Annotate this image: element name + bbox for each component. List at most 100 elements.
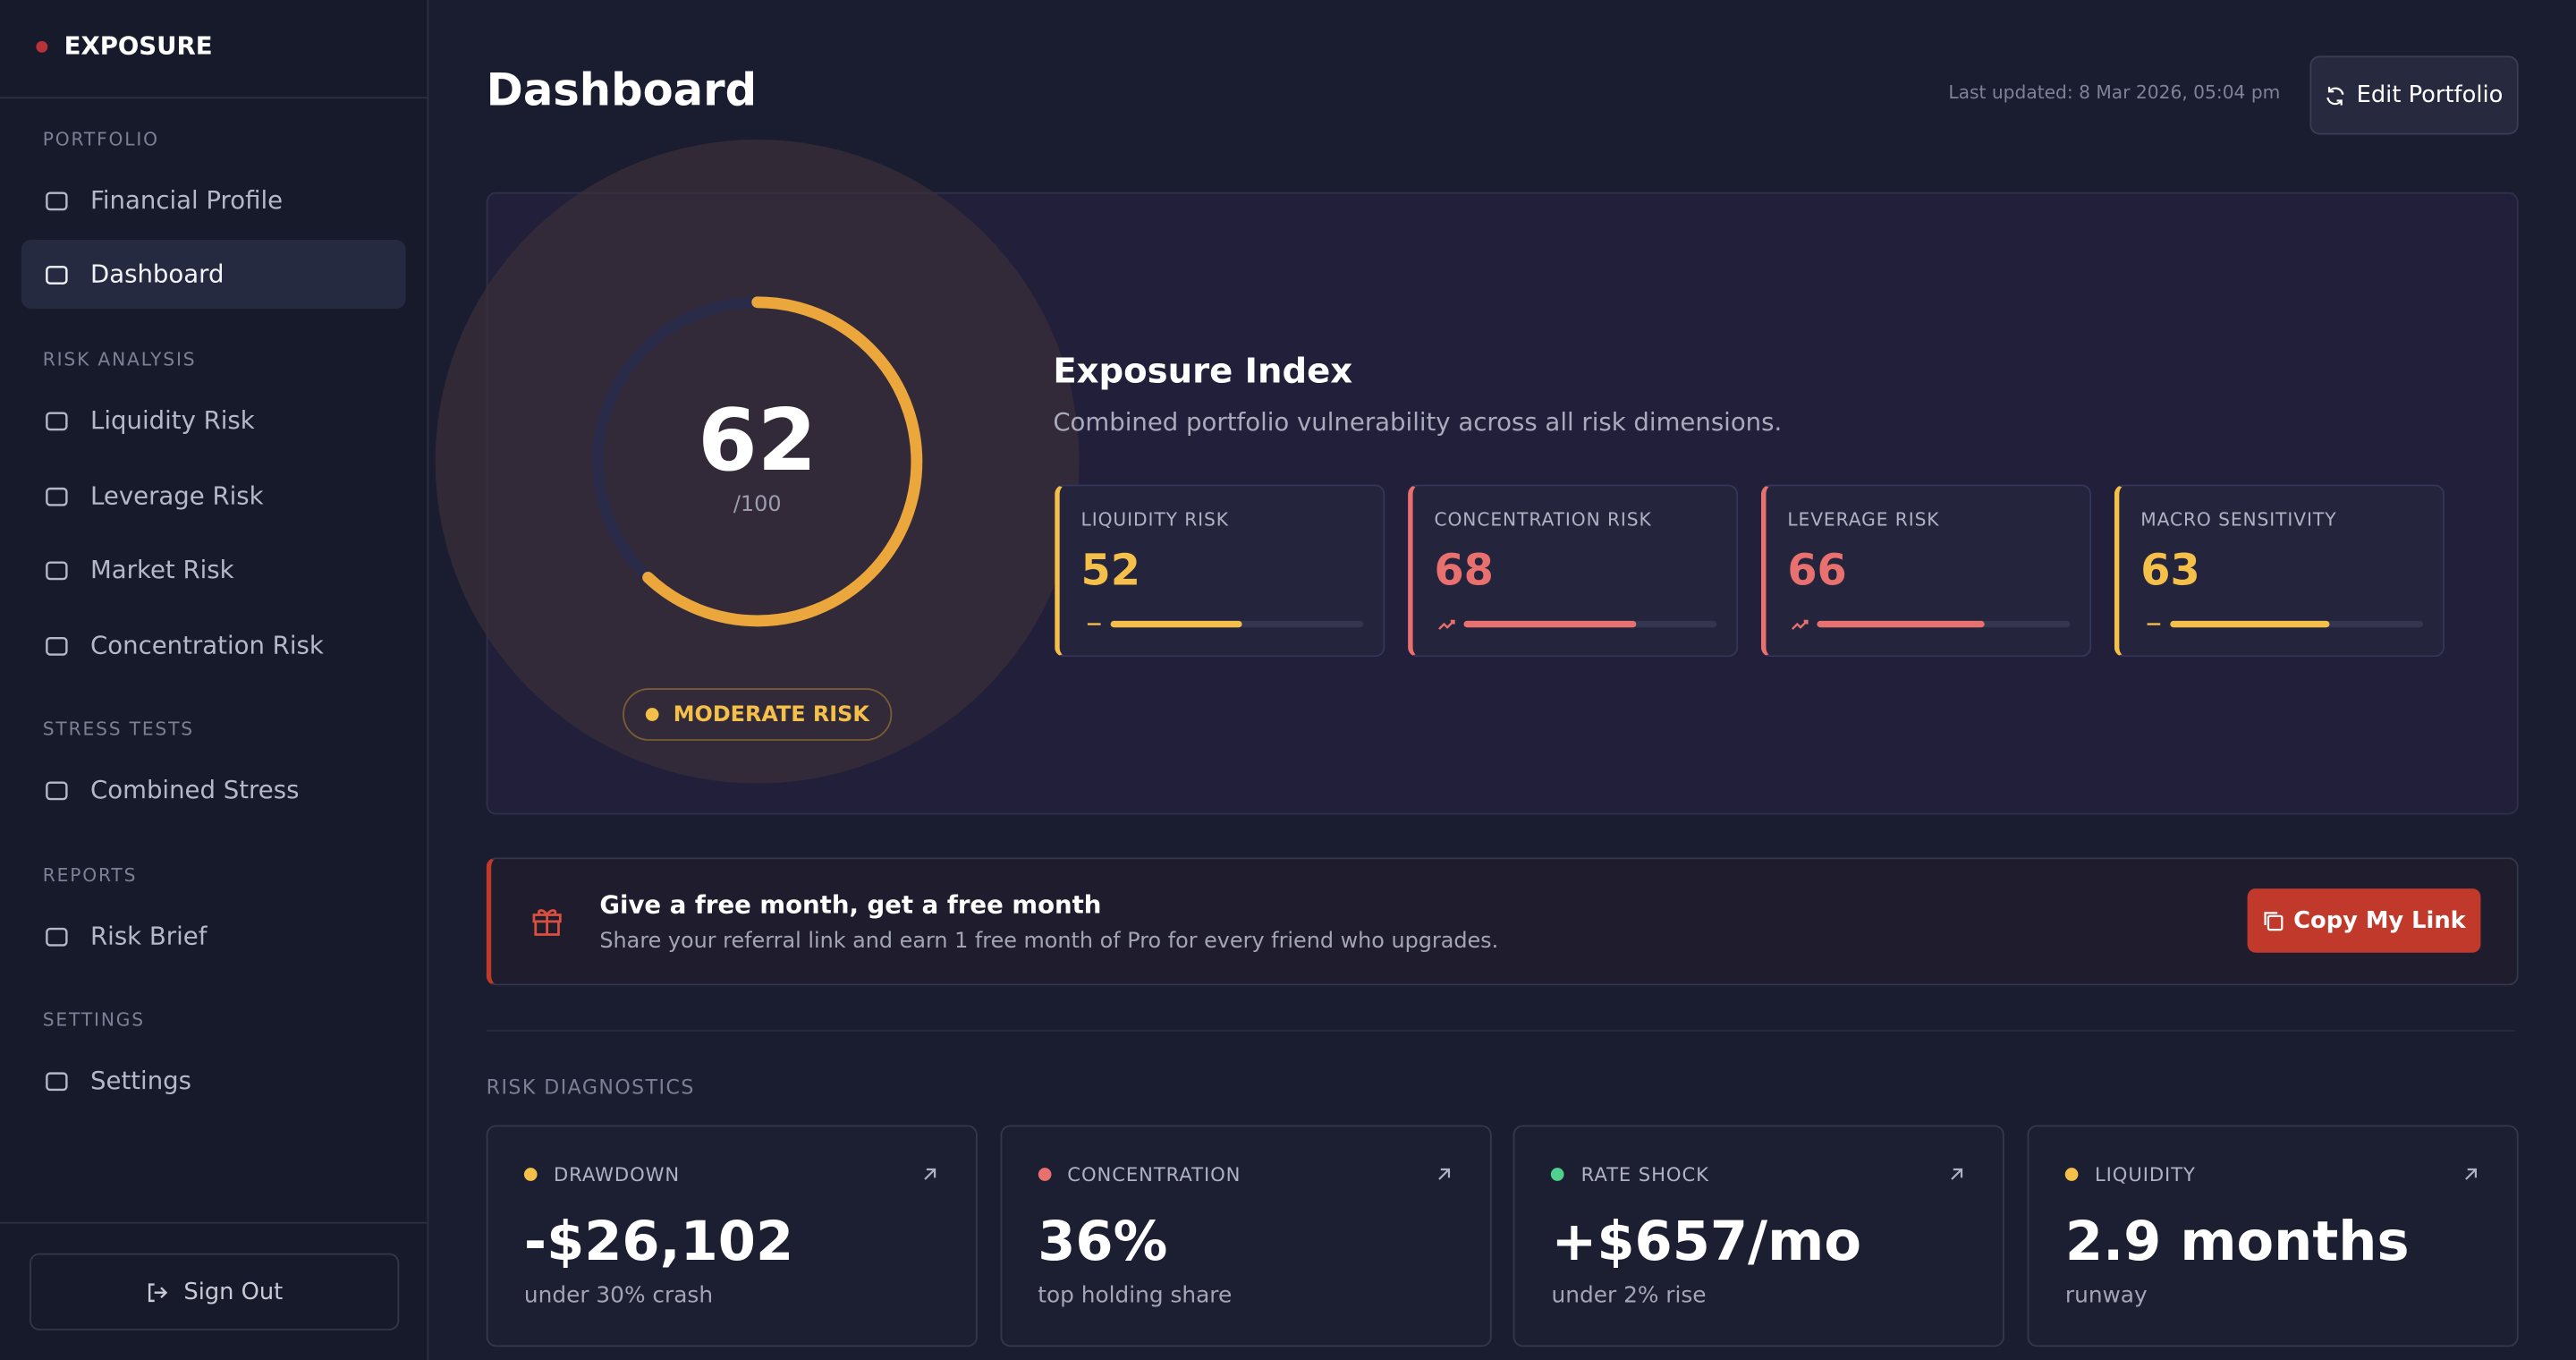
copy-link-label: Copy My Link [2293, 907, 2466, 934]
nav-icon [46, 636, 68, 655]
icon [2327, 86, 2345, 105]
status-dot [2064, 1168, 2079, 1181]
section-title: SETTINGS [42, 1009, 145, 1031]
nav-icon [46, 780, 68, 800]
page-title: Dashboard [486, 65, 758, 117]
nav-label: Dashboard [90, 259, 225, 290]
section-title: STRESS TESTS [42, 718, 194, 740]
trend-icon [1087, 623, 1101, 625]
arrow-shape [2465, 1168, 2478, 1180]
arrow-shape [1437, 1168, 1450, 1180]
section-title: REPORTS [42, 864, 138, 887]
diagnostic-card[interactable]: CONCENTRATION 36% top holding share [999, 1125, 1492, 1347]
nav-label: Concentration Risk [90, 630, 324, 660]
icon-shape [46, 780, 68, 800]
nav-label: Combined Stress [90, 775, 300, 805]
diagnostic-value: 36% [1038, 1209, 1168, 1273]
divider [486, 1029, 2515, 1032]
icon [2264, 912, 2284, 931]
icon-shape [46, 411, 68, 430]
nav-item[interactable]: Market Risk [21, 535, 406, 604]
nav-item[interactable]: Settings [21, 1046, 406, 1115]
icon-shape [46, 265, 68, 284]
nav-icon [46, 1071, 68, 1091]
metric-card: CONCENTRATION RISK 68 [1408, 484, 1739, 658]
metric-name: CONCENTRATION RISK [1434, 509, 1652, 531]
status-dot [1038, 1168, 1051, 1181]
arrow-shape [1951, 1168, 1963, 1180]
diagnostic-caption: under 30% crash [523, 1282, 714, 1310]
risk-level: MODERATE RISK [673, 701, 869, 727]
status-dot [1551, 1168, 1565, 1181]
nav-label: Liquidity Risk [90, 405, 255, 436]
sidebar: EXPOSURE PORTFOLIO Financial Profile Dashb… [0, 0, 429, 1360]
nav-item[interactable]: Liquidity Risk [21, 386, 406, 455]
score: 62 [698, 392, 818, 491]
diagnostic-label: CONCENTRATION [1067, 1162, 1241, 1186]
nav-label: Settings [90, 1066, 192, 1096]
metric-bar [2170, 620, 2330, 628]
nav-item[interactable]: Combined Stress [21, 755, 406, 824]
nav-icon [46, 560, 68, 580]
section-title: RISK ANALYSIS [42, 349, 197, 370]
badge-dot [645, 708, 659, 721]
risk-badge: MODERATE RISK [623, 688, 893, 741]
nav-item[interactable]: Concentration Risk [21, 611, 406, 680]
score-scale: /100 [733, 492, 782, 518]
referral-text: Share your referral link and earn 1 free… [599, 930, 1499, 955]
glow [435, 140, 1080, 784]
brand-dot [36, 40, 48, 53]
metric-card: MACRO SENSITIVITY 63 [2114, 484, 2445, 658]
diagnostics-title: RISK DIAGNOSTICS [486, 1075, 695, 1100]
diagnostic-value: +$657/mo [1551, 1209, 1861, 1273]
divider [0, 1221, 428, 1224]
metric-name: MACRO SENSITIVITY [2140, 509, 2337, 531]
nav-label: Risk Brief [90, 921, 208, 951]
nav-item[interactable]: Dashboard [21, 240, 406, 310]
sign-out-button[interactable]: Sign Out [30, 1253, 400, 1330]
nav-item[interactable]: Risk Brief [21, 902, 406, 971]
icon-shape [46, 1071, 68, 1091]
brand: EXPOSURE [64, 30, 213, 61]
metric-value: 68 [1434, 547, 1494, 597]
diagnostic-card[interactable]: DRAWDOWN -$26,102 under 30% crash [486, 1125, 978, 1347]
metric-name: LIQUIDITY RISK [1080, 509, 1229, 531]
nav-icon [46, 191, 68, 210]
nav-item[interactable]: Financial Profile [21, 166, 406, 234]
metric-card: LIQUIDITY RISK 52 [1055, 484, 1385, 658]
icon-shape [46, 487, 68, 506]
trend-icon [1438, 619, 1455, 630]
icon-shape [46, 636, 68, 655]
nav-label: Financial Profile [90, 185, 284, 216]
nav-icon [46, 926, 68, 946]
sign-out-label: Sign Out [183, 1279, 284, 1305]
last-updated: Last updated: 8 Mar 2026, 05:04 pm [1948, 81, 2281, 104]
icon-shape [46, 926, 68, 946]
nav-icon [46, 487, 68, 506]
divider [0, 97, 428, 99]
arrow-icon [1951, 1168, 1963, 1180]
metric-value: 66 [1787, 547, 1847, 597]
section-title: PORTFOLIO [42, 129, 159, 150]
referral-title: Give a free month, get a free month [599, 889, 1102, 920]
arrow-shape [924, 1168, 936, 1180]
diagnostic-caption: runway [2064, 1282, 2148, 1310]
diagnostic-value: 2.9 months [2064, 1209, 2410, 1273]
diagnostic-value: -$26,102 [523, 1209, 794, 1273]
copy-link-button[interactable]: Copy My Link [2247, 888, 2481, 953]
diagnostic-label: RATE SHOCK [1580, 1162, 1709, 1186]
icon [148, 1282, 167, 1302]
gift-icon [532, 909, 562, 936]
diagnostic-card[interactable]: RATE SHOCK +$657/mo under 2% rise [1513, 1125, 2005, 1347]
edit-portfolio-button[interactable]: Edit Portfolio [2309, 55, 2519, 135]
exposure-subtitle: Combined portfolio vulnerability across … [1053, 407, 1783, 438]
diagnostic-card[interactable]: LIQUIDITY 2.9 months runway [2027, 1125, 2519, 1347]
metric-bar [1817, 620, 1985, 628]
gauge-arc [592, 296, 923, 627]
trend-shape [1438, 619, 1455, 630]
nav-label: Leverage Risk [90, 480, 264, 511]
arrow-icon [1437, 1168, 1450, 1180]
nav-item[interactable]: Leverage Risk [21, 462, 406, 531]
